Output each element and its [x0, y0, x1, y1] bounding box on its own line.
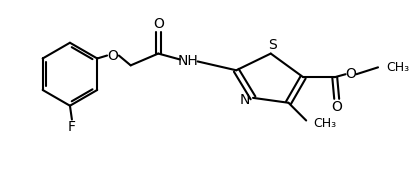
Text: S: S [268, 38, 277, 52]
Text: CH₃: CH₃ [386, 61, 409, 74]
Text: O: O [108, 48, 118, 62]
Text: N: N [240, 93, 250, 107]
Text: O: O [345, 67, 356, 81]
Text: F: F [68, 120, 76, 134]
Text: O: O [331, 100, 342, 114]
Text: O: O [153, 17, 164, 31]
Text: NH: NH [177, 55, 198, 68]
Text: CH₃: CH₃ [313, 117, 336, 130]
